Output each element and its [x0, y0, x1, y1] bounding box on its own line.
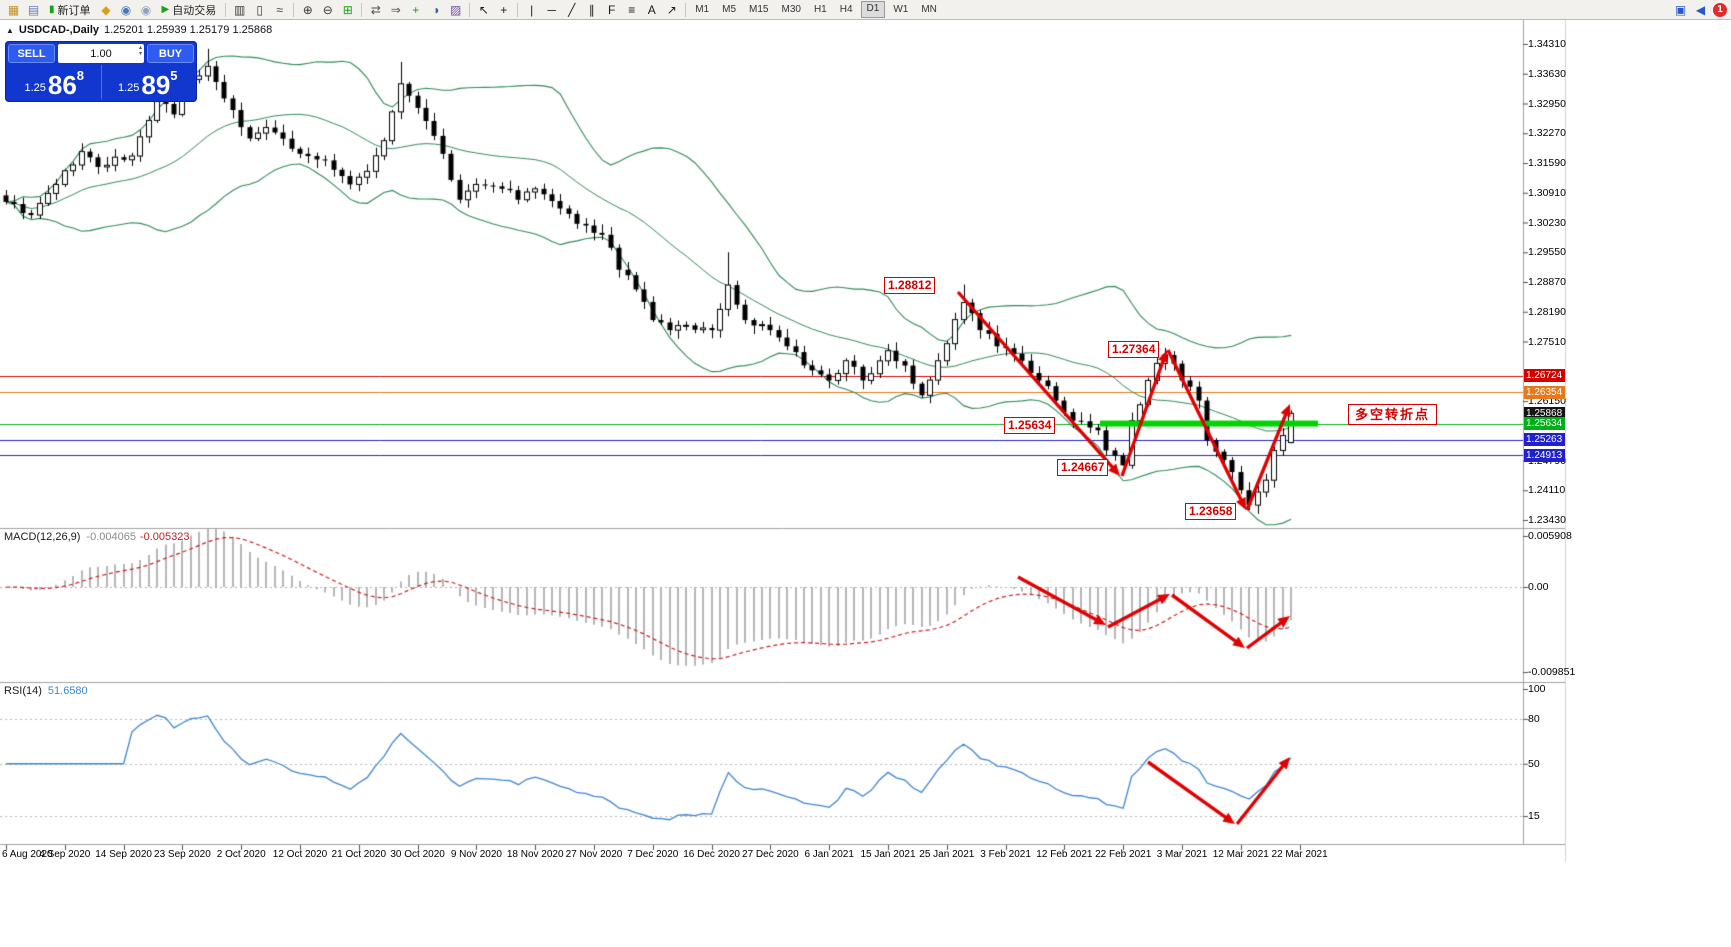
expert-advisor-icon[interactable]: ◆	[101, 2, 111, 17]
indicators-icon[interactable]: +	[412, 2, 420, 17]
auto-trading-button[interactable]: ▶ 自动交易	[157, 2, 222, 18]
lot-spinner[interactable]: ▴ ▾	[139, 45, 142, 57]
timeframe-m15[interactable]: M15	[749, 4, 769, 15]
timeframe-d1[interactable]: D1	[860, 1, 886, 18]
sell-price-prefix: 1.25	[24, 82, 46, 94]
new-order-button-label: 新订单	[57, 4, 91, 17]
macd-signal-value: -0.005323	[139, 531, 190, 543]
profiles-icon[interactable]: ▤	[27, 2, 40, 17]
symbol-period-label: USDCAD-,Daily	[18, 24, 99, 36]
toolbar-separator	[361, 2, 363, 17]
lot-size-field[interactable]: 1.00 ▴ ▾	[58, 44, 144, 63]
timeframe-bar: M1 M5 M15 M30 H1 H4 D1 W1 MN	[689, 1, 943, 18]
auto-scroll-icon[interactable]: ⇄	[370, 2, 381, 17]
toolbar-items: ▦ ▤ ▮ 新订单 ◆ ◉ ◉ ▶ 自动交易 ▥ ▯ ≈ ⊕ ⊖ ⊞ ⇄ ⇒ + ◑ ▨ ↖ + | ─ ╱ ∥ F ≡ A ↗	[4, 2, 689, 18]
buy-price-big: 89	[141, 70, 171, 100]
macd-name: MACD(12,26,9)	[4, 531, 81, 543]
market-icon[interactable]: ◉	[120, 2, 132, 17]
timeframe-m5[interactable]: M5	[722, 4, 737, 15]
toolbar: ▦ ▤ ▮ 新订单 ◆ ◉ ◉ ▶ 自动交易 ▥ ▯ ≈ ⊕ ⊖ ⊞ ⇄ ⇒ + ◑ ▨ ↖ + | ─ ╱ ∥ F ≡ A ↗ M1 M5…	[0, 0, 1731, 20]
candlestick-chart-icon[interactable]: ▯	[256, 2, 264, 17]
navigator-icon[interactable]: ◀	[1695, 2, 1706, 17]
timeframe-h4[interactable]: H4	[839, 4, 853, 15]
chart-header: ▲ USDCAD-,Daily 1.25201 1.25939 1.25179 …	[6, 24, 272, 36]
timeframe-m1[interactable]: M1	[695, 4, 710, 15]
zoom-out-icon[interactable]: ⊖	[322, 2, 333, 17]
toolbar-separator	[225, 2, 227, 17]
ohlc-values: 1.25201 1.25939 1.25179 1.25868	[104, 24, 273, 36]
horizontal-line-icon[interactable]: ─	[547, 2, 556, 17]
timeframe-mn[interactable]: MN	[921, 4, 937, 15]
macd-main-value: -0.004065	[86, 531, 136, 543]
rsi-label: RSI(14) 51.6580	[4, 685, 88, 697]
line-chart-icon[interactable]: ≈	[276, 2, 284, 17]
shapes-icon[interactable]: ≡	[628, 2, 636, 17]
toolbar-separator	[517, 2, 519, 17]
new-order-button[interactable]: ▮ 新订单	[44, 2, 96, 18]
sell-price-big: 86	[47, 70, 77, 100]
lot-size-value: 1.00	[90, 47, 112, 60]
buy-price-pip: 5	[170, 68, 178, 83]
toolbar-separator	[685, 2, 687, 17]
data-window-icon[interactable]: ▣	[1674, 2, 1687, 17]
text-label-icon[interactable]: A	[647, 2, 656, 17]
buy-button[interactable]: BUY	[147, 44, 194, 63]
cursor-icon[interactable]: ↖	[478, 2, 489, 17]
arrows-tool-icon[interactable]: ↗	[666, 2, 677, 17]
help-icon[interactable]: ◉	[140, 2, 152, 17]
crosshair-icon[interactable]: +	[500, 2, 508, 17]
buy-price-prefix: 1.25	[117, 82, 140, 94]
lot-up-icon[interactable]: ▴	[138, 45, 142, 51]
toolbar-separator	[293, 2, 295, 17]
auto-trading-button-icon: ▶	[161, 4, 170, 15]
chart-shift-icon[interactable]: ⇒	[390, 2, 401, 17]
rsi-value: 51.6580	[47, 685, 88, 697]
timeframe-w1[interactable]: W1	[893, 4, 909, 15]
templates-icon[interactable]: ▨	[450, 2, 462, 17]
one-click-trading-panel: SELL 1.00 ▴ ▾ BUY 1.25 86 8 1.25 89 5	[5, 41, 197, 102]
sell-price-pip: 8	[76, 68, 85, 83]
zoom-in-icon[interactable]: ⊕	[302, 2, 313, 17]
new-order-button-icon: ▮	[49, 4, 55, 15]
tile-windows-icon[interactable]: ⊞	[342, 2, 353, 17]
auto-trading-button-label: 自动交易	[172, 4, 217, 17]
periods-icon[interactable]: ◑	[432, 2, 440, 17]
timeframe-h1[interactable]: H1	[813, 4, 827, 15]
rsi-name: RSI(14)	[4, 685, 42, 697]
collapse-trade-panel-icon[interactable]: ▲	[6, 25, 14, 35]
equidistant-channel-icon[interactable]: ∥	[588, 2, 595, 17]
trendline-icon[interactable]: ╱	[568, 2, 576, 17]
bar-chart-icon[interactable]: ▥	[234, 2, 246, 17]
buy-price[interactable]: 1.25 89 5	[100, 65, 195, 100]
vertical-line-icon[interactable]: |	[530, 2, 534, 17]
new-chart-icon[interactable]: ▦	[7, 2, 20, 17]
fibonacci-icon[interactable]: F	[608, 2, 616, 17]
toolbar-right: ▣ ◀	[1671, 2, 1710, 18]
lot-down-icon[interactable]: ▾	[138, 51, 142, 57]
macd-label: MACD(12,26,9) -0.004065 -0.005323	[4, 531, 190, 543]
timeframe-m30[interactable]: M30	[781, 4, 801, 15]
notification-badge[interactable]: 1	[1713, 2, 1727, 17]
sell-price[interactable]: 1.25 86 8	[8, 65, 101, 99]
sell-button[interactable]: SELL	[8, 44, 55, 63]
toolbar-separator	[469, 2, 471, 17]
